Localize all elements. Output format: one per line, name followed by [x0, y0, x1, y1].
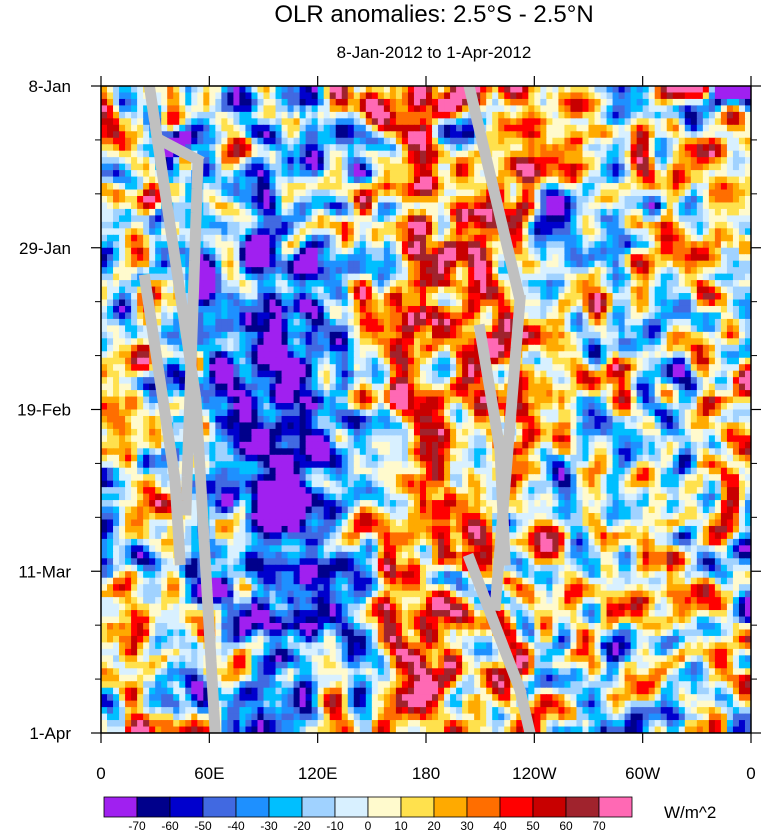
- chart-subtitle: 8-Jan-2012 to 1-Apr-2012: [337, 43, 532, 62]
- colorbar-swatch: [235, 796, 270, 818]
- y-tick-label: 11-Mar: [18, 562, 71, 581]
- colorbar-swatch: [466, 796, 501, 818]
- colorbar-label: 50: [526, 819, 540, 833]
- x-tick-label: 60W: [625, 764, 660, 783]
- x-tick-label: 60E: [194, 764, 224, 783]
- colorbar-swatch: [169, 796, 204, 818]
- colorbar-label: 70: [592, 819, 606, 833]
- colorbar-swatch: [202, 796, 237, 818]
- colorbar-label: -40: [227, 819, 245, 833]
- missing-data-streaks: [138, 86, 536, 733]
- y-tick-label: 29-Jan: [19, 239, 71, 258]
- colorbar-swatch: [301, 796, 336, 818]
- colorbar-swatch: [268, 796, 303, 818]
- y-tick-label: 8-Jan: [28, 77, 71, 96]
- colorbar-swatch: [136, 796, 171, 818]
- colorbar-label: -20: [293, 819, 311, 833]
- x-tick-label: 0: [96, 764, 105, 783]
- colorbar-swatch: [103, 796, 138, 818]
- x-tick-label: 120W: [512, 764, 556, 783]
- colorbar-label: -30: [260, 819, 278, 833]
- colorbar-swatch: [532, 796, 567, 818]
- colorbar-label: 10: [394, 819, 408, 833]
- colorbar-swatch: [433, 796, 468, 818]
- colorbar-swatch: [565, 796, 600, 818]
- colorbar-label: 30: [460, 819, 474, 833]
- colorbar-label: -70: [128, 819, 146, 833]
- x-axis: 0 60E 120E 180 120W 60W 0: [96, 76, 756, 783]
- colorbar-label: -10: [326, 819, 344, 833]
- colorbar-swatch: [499, 796, 534, 818]
- y-tick-label: 19-Feb: [17, 401, 71, 420]
- colorbar-label: -50: [194, 819, 212, 833]
- y-axis: 8-Jan 29-Jan 19-Feb 11-Mar 1-Apr: [17, 77, 761, 743]
- colorbar-swatch: [400, 796, 435, 818]
- colorbar-label: 0: [365, 819, 372, 833]
- chart-title: OLR anomalies: 2.5°S - 2.5°N: [274, 1, 593, 28]
- y-tick-label: 1-Apr: [29, 724, 71, 743]
- colorbar-label: 20: [427, 819, 441, 833]
- colorbar-label: 60: [559, 819, 573, 833]
- x-tick-label: 120E: [298, 764, 338, 783]
- colorbar-swatch: [367, 796, 402, 818]
- colorbar: -70 -60 -50 -40 -30 -20 -10 0 10 20 30 40 50 60 70: [103, 796, 633, 833]
- x-tick-label: 0: [746, 764, 755, 783]
- x-tick-label: 180: [412, 764, 440, 783]
- colorbar-label: -60: [161, 819, 179, 833]
- colorbar-units: W/m^2: [664, 803, 716, 822]
- colorbar-swatch: [598, 796, 633, 818]
- colorbar-label: 40: [493, 819, 507, 833]
- colorbar-swatch: [334, 796, 369, 818]
